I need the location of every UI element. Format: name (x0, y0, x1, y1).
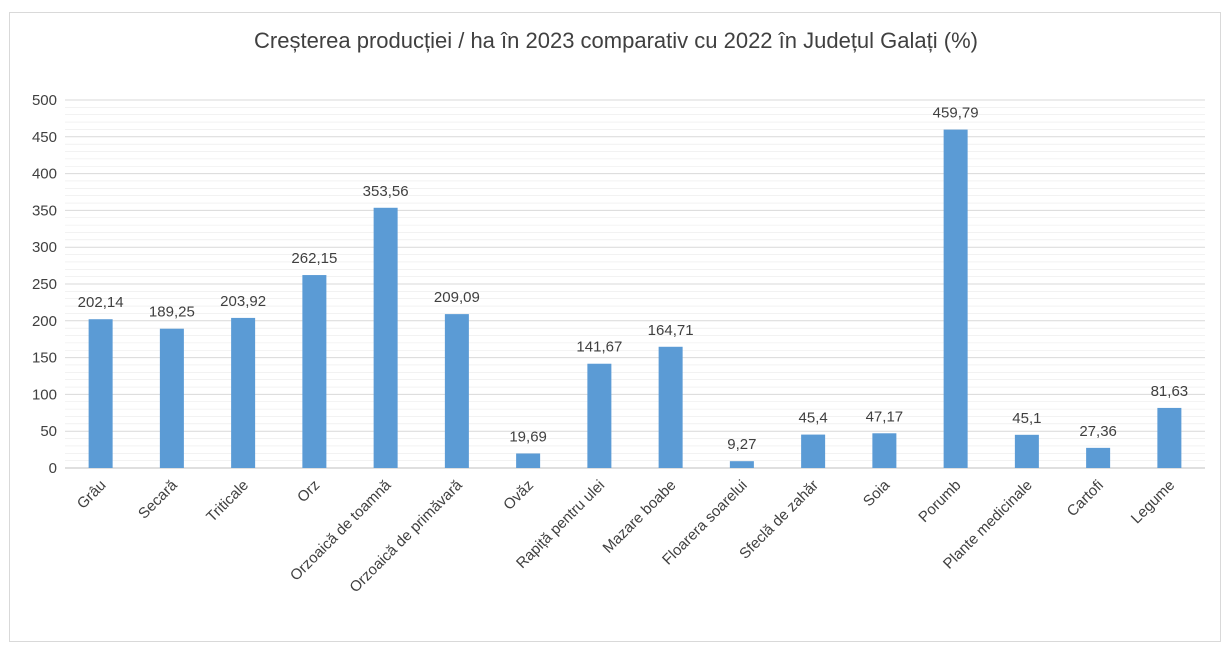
bar (1157, 407, 1182, 468)
x-category-label: Mazare boabe (600, 477, 680, 557)
y-axis-ticks: 0 50 100 150 200 250 300 350 400 450 500 (32, 92, 57, 477)
data-label: 47,17 (866, 408, 904, 425)
data-label: 45,1 (1012, 410, 1041, 427)
bar (444, 314, 469, 468)
x-category-label: Secară (135, 476, 181, 522)
y-tick-label: 350 (32, 202, 57, 219)
y-tick-label: 100 (32, 386, 57, 403)
bar (872, 433, 897, 468)
data-label: 189,25 (149, 304, 195, 321)
bar (658, 346, 683, 468)
data-label: 19,69 (509, 429, 547, 446)
data-label: 353,56 (363, 183, 409, 200)
data-label: 81,63 (1151, 383, 1189, 400)
data-label: 9,27 (727, 436, 756, 453)
y-tick-label: 450 (32, 129, 57, 146)
bar (373, 207, 398, 468)
x-category-label: Ovăz (500, 477, 537, 514)
x-category-label: Triticale (203, 477, 252, 526)
x-category-label: Grâu (74, 477, 110, 513)
bar (231, 317, 256, 468)
data-label: 164,71 (648, 322, 694, 339)
y-tick-label: 500 (32, 92, 57, 109)
y-tick-label: 300 (32, 239, 57, 256)
data-label: 45,4 (799, 410, 828, 427)
bar (801, 434, 826, 468)
x-category-label: Orz (294, 477, 323, 506)
chart-title: Creșterea producției / ha în 2023 compar… (254, 28, 978, 53)
x-category-label: Legume (1128, 477, 1178, 527)
bar (943, 129, 968, 469)
bar (302, 275, 327, 468)
data-label: 459,79 (933, 105, 979, 122)
bar (516, 453, 541, 468)
x-category-label: Porumb (915, 477, 964, 526)
data-label: 209,09 (434, 289, 480, 306)
y-tick-label: 0 (49, 460, 57, 477)
data-label: 27,36 (1079, 423, 1117, 440)
y-tick-label: 250 (32, 276, 57, 293)
bars (88, 129, 1182, 469)
data-labels: 202,14 189,25 203,92 262,15 353,56 209,09 19,6… (78, 105, 1188, 454)
bar (1014, 434, 1039, 468)
bar (729, 461, 754, 468)
bar (159, 328, 184, 468)
bar (1086, 447, 1111, 468)
data-label: 203,92 (220, 293, 266, 310)
y-tick-label: 150 (32, 350, 57, 367)
x-category-label: Cartofi (1064, 477, 1107, 520)
data-label: 141,67 (576, 339, 622, 356)
data-label: 262,15 (291, 250, 337, 267)
x-category-label: Soia (860, 476, 894, 510)
chart-frame (9, 12, 1221, 642)
data-label: 202,14 (78, 294, 124, 311)
bar (88, 319, 113, 468)
y-tick-label: 400 (32, 166, 57, 183)
y-tick-label: 200 (32, 313, 57, 330)
y-tick-label: 50 (40, 423, 57, 440)
bar (587, 363, 612, 468)
